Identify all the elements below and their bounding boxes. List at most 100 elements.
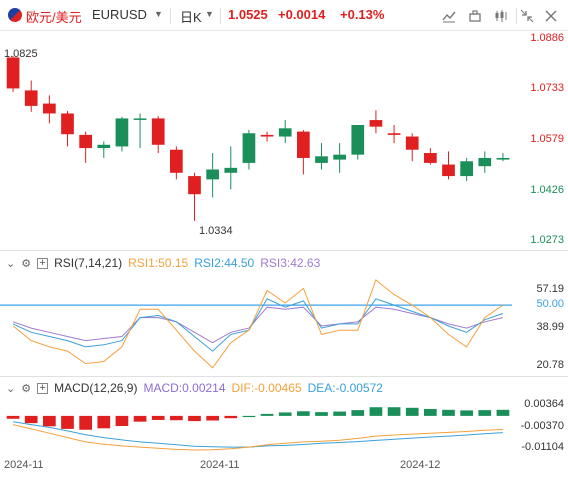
macd-histogram-bar <box>496 409 510 416</box>
candle-body <box>496 157 510 160</box>
rsi3-value: RSI3:42.63 <box>260 256 321 270</box>
candle-body <box>260 134 274 137</box>
rsi2-line <box>12 298 504 352</box>
macd-histogram-bar <box>224 415 238 419</box>
collapse-panel-icon[interactable]: ⌄ <box>6 382 16 395</box>
macd-chart[interactable] <box>0 396 568 456</box>
candle-body <box>151 118 165 145</box>
symbol-code[interactable]: EURUSD <box>92 7 147 22</box>
candle-body <box>97 144 111 149</box>
period-selector[interactable]: 日K <box>180 10 202 25</box>
macd-histogram-bar <box>242 415 256 418</box>
rsi1-value: RSI1:50.15 <box>128 256 189 270</box>
macd-histogram-bar <box>387 407 401 416</box>
macd-name: MACD(12,26,9) <box>54 381 138 395</box>
macd-histogram-bar <box>478 410 492 416</box>
candle-body <box>460 161 473 177</box>
dif-value: DIF:-0.00465 <box>231 381 302 395</box>
close-icon[interactable] <box>540 6 562 26</box>
trend-chart-icon[interactable] <box>438 6 460 26</box>
candle-body <box>315 156 328 163</box>
macd-histogram-bar <box>24 415 38 424</box>
macd-histogram-bar <box>297 411 310 416</box>
macd-value: MACD:0.00214 <box>143 381 226 395</box>
panel-divider <box>0 250 568 251</box>
candle-body <box>133 118 147 120</box>
price-axis-label: 1.0273 <box>530 234 564 246</box>
candle-body <box>170 149 183 173</box>
price-axis-label: 1.0886 <box>530 32 564 44</box>
expand-icon[interactable]: + <box>37 382 49 394</box>
toolbox-icon[interactable] <box>464 6 486 26</box>
macd-histogram-bar <box>206 415 219 421</box>
candle-body <box>405 136 419 150</box>
rsi-axis-label: 57.19 <box>536 283 564 296</box>
collapse-panel-icon[interactable]: ⌄ <box>6 257 16 270</box>
macd-histogram-bar <box>97 415 111 429</box>
candle-body <box>61 113 74 135</box>
rsi-chart[interactable] <box>0 272 568 376</box>
macd-histogram-bar <box>133 415 147 422</box>
candle-body <box>224 167 238 173</box>
current-price: 1.0525 <box>228 7 268 22</box>
macd-histogram-bar <box>460 410 473 416</box>
panel-divider <box>0 376 568 377</box>
rsi-axis-label: 20.78 <box>536 359 564 372</box>
candle-body <box>6 57 20 89</box>
macd-histogram-bar <box>315 412 328 416</box>
macd-histogram-bar <box>188 415 201 422</box>
chevron-down-icon[interactable]: ▼ <box>205 9 214 19</box>
macd-axis-label: -0.01104 <box>521 440 564 453</box>
settings-icon[interactable]: ⚙ <box>21 257 32 270</box>
flag-icon <box>8 8 22 22</box>
chart-header: 欧元/美元 EURUSD ▼ 日K ▼ 1.0525 +0.0014 +0.13… <box>0 0 568 30</box>
macd-header: ⌄ ⚙ + MACD(12,26,9) MACD:0.00214 DIF:-0.… <box>6 380 383 396</box>
indicator-icon[interactable] <box>490 6 512 26</box>
macd-histogram-bar <box>351 410 365 416</box>
candle-body <box>278 128 292 137</box>
price-change: +0.0014 <box>278 7 326 22</box>
macd-axis-label: 0.00364 <box>524 398 564 411</box>
candle-body <box>333 154 346 160</box>
macd-histogram-bar <box>369 407 383 416</box>
x-axis-label: 2024-12 <box>400 459 441 471</box>
symbol-name[interactable]: 欧元/美元 <box>26 10 82 25</box>
header-divider <box>0 30 568 31</box>
candle-body <box>369 120 383 127</box>
candle-body <box>43 103 56 114</box>
collapse-icon[interactable] <box>516 6 538 26</box>
candle-body <box>188 176 201 195</box>
candle-body <box>242 133 256 163</box>
macd-histogram-bar <box>424 408 437 416</box>
rsi3-line <box>12 306 504 344</box>
macd-histogram-bar <box>151 415 165 420</box>
rsi2-value: RSI2:44.50 <box>194 256 255 270</box>
price-axis-label: 1.0426 <box>530 183 564 196</box>
candle-body <box>24 90 38 106</box>
top-left-price-label: 1.0825 <box>4 48 38 60</box>
candle-body <box>478 157 492 167</box>
macd-histogram-bar <box>442 409 455 416</box>
price-axis-label: 1.0733 <box>530 82 564 95</box>
candlestick-chart[interactable] <box>0 31 568 250</box>
candle-body <box>424 153 437 163</box>
dea-line <box>13 421 503 448</box>
macd-histogram-bar <box>333 411 346 416</box>
rsi-axis-label: 50.00 <box>536 298 564 311</box>
price-axis-label: 1.0579 <box>530 133 564 146</box>
expand-icon[interactable]: + <box>37 257 49 269</box>
macd-histogram-bar <box>260 413 274 416</box>
chevron-down-icon[interactable]: ▼ <box>154 9 163 19</box>
macd-histogram-bar <box>115 415 129 426</box>
rsi-name: RSI(7,14,21) <box>54 256 123 270</box>
macd-histogram-bar <box>278 412 292 416</box>
min-price-label: 1.0334 <box>199 225 233 237</box>
settings-icon[interactable]: ⚙ <box>21 382 32 395</box>
macd-histogram-bar <box>79 415 92 430</box>
macd-histogram-bar <box>6 415 20 419</box>
rsi-header: ⌄ ⚙ + RSI(7,14,21) RSI1:50.15 RSI2:44.50… <box>6 255 320 271</box>
macd-histogram-bar <box>405 407 419 416</box>
candle-body <box>387 133 401 135</box>
x-axis-label: 2024-11 <box>200 459 240 471</box>
rsi-axis-label: 38.99 <box>536 321 564 334</box>
